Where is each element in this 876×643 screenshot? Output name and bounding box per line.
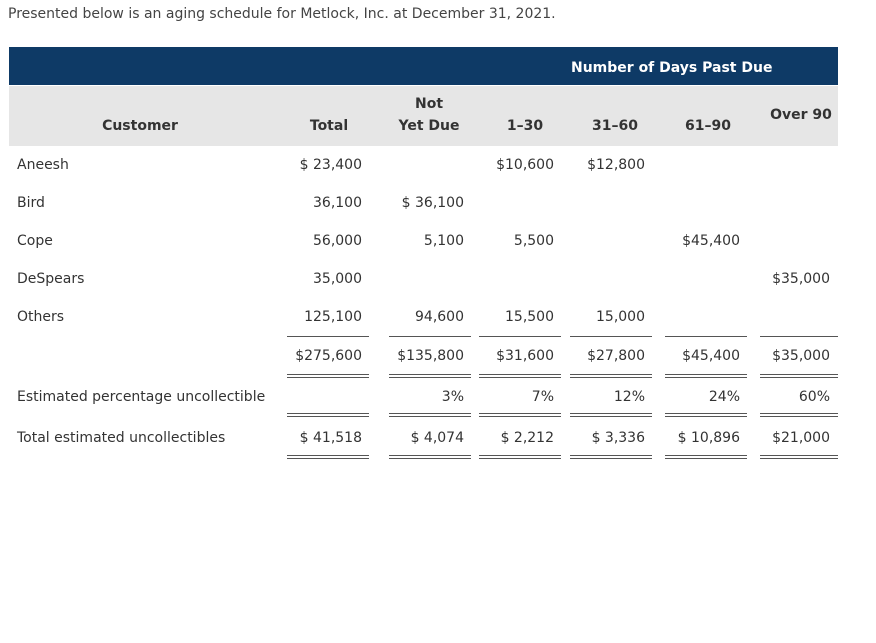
cell-1-30: $10,600: [496, 157, 554, 173]
double-rule: [389, 374, 471, 378]
cell-31-60: 15,000: [596, 309, 645, 325]
est-1-30: $ 2,212: [500, 430, 554, 446]
cell-not-yet-due: $ 36,100: [401, 195, 464, 211]
subtotal-rule: [665, 336, 747, 337]
subtotal-rule: [570, 336, 652, 337]
cell-total: 35,000: [313, 271, 362, 287]
est-61-90: $ 10,896: [677, 430, 740, 446]
col-header-total: Total: [309, 118, 349, 134]
cell-total: 125,100: [304, 309, 362, 325]
pct-1-30: 7%: [531, 389, 554, 405]
col-header-not-yet-due-line2: Yet Due: [398, 118, 460, 134]
col-header-1-30: 1–30: [506, 118, 544, 134]
double-rule: [760, 413, 838, 417]
pct-over-90: 60%: [798, 389, 830, 405]
cell-not-yet-due: 5,100: [423, 233, 464, 249]
col-header-61-90: 61–90: [685, 118, 731, 134]
double-rule: [570, 413, 652, 417]
double-rule: [570, 374, 652, 378]
total-not-yet-due: $135,800: [397, 348, 464, 364]
double-rule: [479, 413, 561, 417]
cell-total: 36,100: [313, 195, 362, 211]
col-header-not-yet-due-line1: Not: [414, 96, 444, 112]
total-total: $275,600: [295, 348, 362, 364]
double-rule: [389, 455, 471, 459]
double-rule: [570, 455, 652, 459]
double-rule: [287, 455, 369, 459]
cell-over-90: $35,000: [772, 271, 830, 287]
double-rule: [760, 455, 838, 459]
cell-31-60: $12,800: [587, 157, 645, 173]
subtotal-rule: [479, 336, 561, 337]
double-rule: [665, 374, 747, 378]
days-past-due-header: Number of Days Past Due: [571, 60, 773, 76]
total-over-90: $35,000: [772, 348, 830, 364]
col-header-31-60: 31–60: [592, 118, 638, 134]
est-total: $ 41,518: [299, 430, 362, 446]
est-31-60: $ 3,336: [591, 430, 645, 446]
customer-name: Aneesh: [17, 157, 69, 173]
cell-total: 56,000: [313, 233, 362, 249]
customer-name: Cope: [17, 233, 53, 249]
double-rule: [479, 374, 561, 378]
cell-not-yet-due: 94,600: [415, 309, 464, 325]
customer-name: DeSpears: [17, 271, 85, 287]
col-header-customer: Customer: [102, 118, 178, 134]
double-rule: [287, 374, 369, 378]
est-over-90: $21,000: [772, 430, 830, 446]
subtotal-rule: [287, 336, 369, 337]
double-rule: [665, 413, 747, 417]
pct-61-90: 24%: [708, 389, 740, 405]
pct-not-yet-due: 3%: [441, 389, 464, 405]
total-1-30: $31,600: [496, 348, 554, 364]
double-rule: [479, 455, 561, 459]
subtotal-rule: [389, 336, 471, 337]
cell-total: $ 23,400: [299, 157, 362, 173]
customer-name: Others: [17, 309, 65, 325]
estimated-label: Total estimated uncollectibles: [17, 430, 226, 446]
cell-1-30: 5,500: [513, 233, 554, 249]
pct-31-60: 12%: [613, 389, 645, 405]
total-61-90: $45,400: [682, 348, 740, 364]
double-rule: [389, 413, 471, 417]
column-header-row: [9, 86, 838, 146]
cell-1-30: 15,500: [505, 309, 554, 325]
percentage-label: Estimated percentage uncollectible: [17, 389, 266, 405]
double-rule: [760, 374, 838, 378]
double-rule: [665, 455, 747, 459]
intro-text: Presented below is an aging schedule for…: [8, 6, 556, 22]
customer-name: Bird: [17, 195, 45, 211]
est-not-yet-due: $ 4,074: [410, 430, 464, 446]
cell-61-90: $45,400: [682, 233, 740, 249]
col-header-over-90: Over 90: [770, 107, 832, 123]
header-bar: [9, 47, 838, 85]
double-rule: [287, 413, 369, 417]
subtotal-rule: [760, 336, 838, 337]
total-31-60: $27,800: [587, 348, 645, 364]
